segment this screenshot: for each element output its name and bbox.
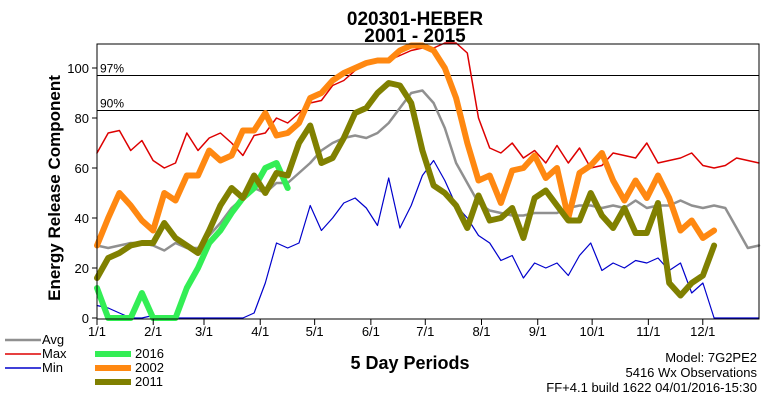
build-info: FF+4.1 build 1622 04/01/2016-15:30 (546, 380, 757, 395)
chart-subtitle: 2001 - 2015 (364, 26, 466, 47)
x-axis-label: 5 Day Periods (350, 353, 469, 373)
percentile-label-0: 97% (100, 62, 124, 76)
x-tick-label-2: 3/1 (195, 324, 213, 339)
x-tick-label-7: 8/1 (472, 324, 490, 339)
y-tick-label-0: 0 (82, 311, 89, 326)
x-tick-label-3: 4/1 (251, 324, 269, 339)
percentile-lines: 97% 90% (97, 62, 759, 111)
y-axis-ticks: 0 20 40 60 80 100 (67, 61, 97, 326)
x-tick-label-1: 2/1 (144, 324, 162, 339)
legend-label-min: Min (42, 360, 63, 375)
percentile-label-1: 90% (100, 97, 124, 111)
series-line-2002 (94, 42, 718, 249)
x-tick-label-9: 10/1 (579, 324, 604, 339)
series-line-2016 (94, 160, 291, 321)
y-tick-label-80: 80 (75, 111, 89, 126)
legend-label-2016: 2016 (135, 346, 164, 361)
x-axis-ticks: 1/1 2/1 3/1 4/1 5/1 6/1 7/1 8/1 9/1 10/1 11/1 12/1 (88, 319, 715, 339)
series-lines (94, 42, 761, 321)
x-tick-label-4: 5/1 (306, 324, 324, 339)
x-tick-label-0: 1/1 (88, 324, 106, 339)
x-tick-label-6: 7/1 (416, 324, 434, 339)
legend-label-2002: 2002 (135, 360, 164, 375)
legend-label-2011: 2011 (135, 374, 163, 389)
plot-frame (96, 43, 760, 320)
y-axis-label: Energy Release Component (45, 75, 64, 301)
x-tick-label-5: 6/1 (362, 324, 380, 339)
legend-label-max: Max (42, 346, 67, 361)
x-tick-label-11: 12/1 (690, 324, 715, 339)
y-tick-label-60: 60 (75, 161, 89, 176)
series-line-max (96, 42, 760, 169)
x-tick-label-10: 11/1 (636, 324, 660, 339)
model-info: Model: 7G2PE2 (665, 350, 757, 365)
y-tick-label-100: 100 (67, 61, 89, 76)
series-line-2011 (94, 80, 718, 299)
y-tick-label-40: 40 (75, 211, 89, 226)
y-tick-label-20: 20 (75, 261, 89, 276)
observations-info: 5416 Wx Observations (625, 365, 757, 380)
legend-label-avg: Avg (42, 332, 64, 347)
x-tick-label-8: 9/1 (529, 324, 547, 339)
chart-title: 020301-HEBER (347, 9, 484, 30)
